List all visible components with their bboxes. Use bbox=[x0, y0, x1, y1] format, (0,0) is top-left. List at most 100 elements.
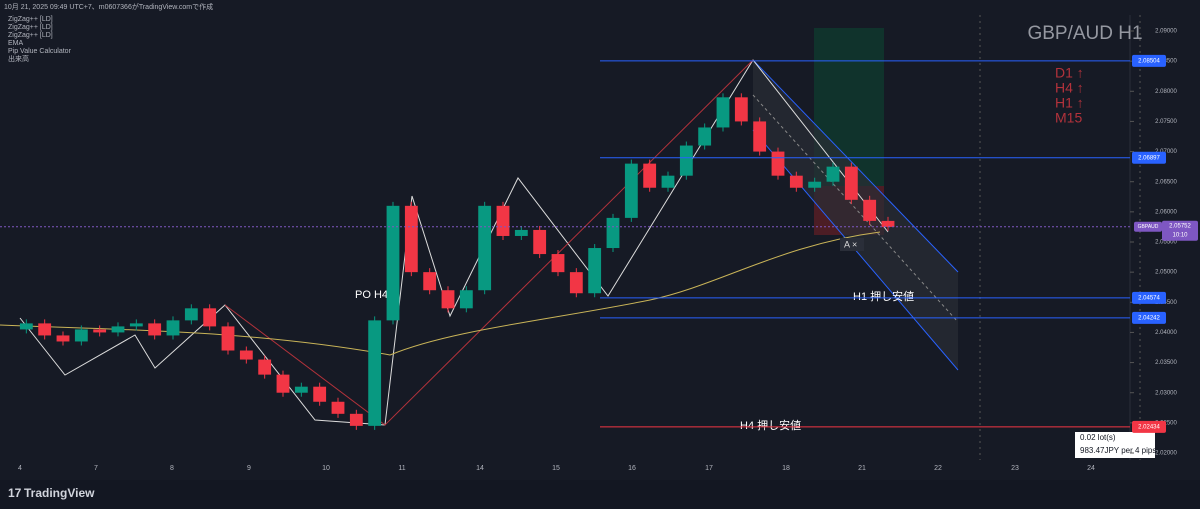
candle bbox=[404, 205, 418, 273]
date-label: 7 bbox=[94, 465, 98, 472]
price-label: 2.06500 bbox=[1155, 179, 1177, 185]
candle bbox=[643, 163, 657, 188]
candle bbox=[514, 229, 528, 236]
candle bbox=[881, 220, 895, 227]
date-label: 9 bbox=[247, 465, 251, 472]
candle bbox=[93, 329, 107, 333]
candle bbox=[111, 326, 125, 333]
date-label: 23 bbox=[1011, 465, 1019, 472]
price-label: 2.07000 bbox=[1155, 149, 1177, 155]
price-tag-label: 2.08504 bbox=[1138, 58, 1160, 64]
price-tag bbox=[1132, 420, 1166, 433]
candle bbox=[239, 350, 253, 360]
annotation: H1 押し安値 bbox=[853, 289, 914, 303]
date-label: 8 bbox=[170, 465, 174, 472]
price-label: 2.04000 bbox=[1155, 330, 1177, 336]
price-tag bbox=[1132, 151, 1166, 164]
date-label: 24 bbox=[1087, 465, 1095, 472]
candle bbox=[386, 205, 400, 321]
candle bbox=[533, 229, 547, 255]
candle bbox=[496, 205, 510, 236]
pip-value: 983.47JPY per 4 pips bbox=[1080, 446, 1156, 455]
current-price-label: 2.05752 bbox=[1169, 223, 1191, 229]
trend: H1 ↑ bbox=[1055, 95, 1084, 111]
candle bbox=[808, 181, 822, 188]
candle bbox=[74, 329, 88, 342]
price-tag bbox=[1132, 291, 1166, 304]
price-label: 2.02000 bbox=[1155, 451, 1177, 457]
candle bbox=[19, 323, 33, 330]
candle bbox=[331, 401, 345, 414]
trend: D1 ↑ bbox=[1055, 65, 1084, 81]
channel-line bbox=[752, 59, 959, 273]
candle bbox=[184, 308, 198, 321]
candle bbox=[844, 166, 858, 200]
date-label: 14 bbox=[476, 465, 484, 472]
symbol-tag-label: GBPAUD bbox=[1138, 224, 1159, 230]
candle bbox=[826, 166, 840, 182]
candle bbox=[863, 199, 877, 221]
trend: M15 bbox=[1055, 110, 1082, 126]
candle bbox=[606, 217, 620, 249]
candle bbox=[624, 163, 638, 218]
alert[interactable]: A × bbox=[844, 239, 857, 249]
symbol-title: GBP/AUD H1 bbox=[1027, 23, 1142, 44]
candle bbox=[148, 323, 162, 336]
indicator: Pip Value Calculator bbox=[8, 48, 72, 55]
price-label: 2.03500 bbox=[1155, 360, 1177, 366]
candle bbox=[789, 175, 803, 188]
candle bbox=[349, 413, 363, 426]
symbol-tag bbox=[1134, 221, 1162, 232]
caption: 10月 21, 2025 09:49 UTC+7、m0607366がTradin… bbox=[4, 2, 213, 11]
date-label: 10 bbox=[322, 465, 330, 472]
annotation: PO H4 ↑ bbox=[355, 289, 397, 301]
candle bbox=[698, 127, 712, 146]
indicator: EMA bbox=[8, 40, 24, 47]
candle bbox=[38, 323, 52, 336]
pip-box bbox=[1075, 432, 1155, 458]
candle bbox=[569, 272, 583, 294]
indicator: ZigZag++ [LD] bbox=[8, 16, 53, 23]
date-label: 18 bbox=[782, 465, 790, 472]
price-tag-label: 2.02434 bbox=[1138, 424, 1160, 430]
candle bbox=[294, 386, 308, 393]
indicator: ZigZag++ [LD] bbox=[8, 32, 53, 39]
price-tag bbox=[1162, 220, 1198, 241]
brand-logo: 17 bbox=[8, 486, 22, 500]
indicator: ZigZag++ [LD] bbox=[8, 24, 53, 31]
pip-lots: 0.02 lot(s) bbox=[1080, 433, 1116, 442]
ema bbox=[0, 231, 881, 356]
candle bbox=[771, 151, 785, 176]
candle bbox=[679, 145, 693, 176]
alert-box bbox=[840, 238, 864, 251]
candle bbox=[313, 386, 327, 402]
price-label: 2.03000 bbox=[1155, 390, 1177, 396]
candle bbox=[423, 272, 437, 291]
candle bbox=[203, 308, 217, 327]
channel-mid bbox=[752, 94, 959, 323]
candle bbox=[221, 326, 235, 351]
candle bbox=[588, 248, 602, 294]
price-label: 2.02500 bbox=[1155, 420, 1177, 426]
price-tag bbox=[1132, 54, 1166, 67]
price-tag-label: 2.04242 bbox=[1138, 315, 1160, 321]
price-label: 2.05500 bbox=[1155, 240, 1177, 246]
candle bbox=[166, 320, 180, 336]
date-label: 11 bbox=[398, 465, 405, 472]
candle bbox=[478, 205, 492, 291]
price-label: 2.08000 bbox=[1155, 89, 1177, 95]
candle bbox=[368, 320, 382, 426]
price-tag bbox=[1132, 311, 1166, 324]
footer-bar bbox=[0, 480, 1200, 509]
brand[interactable]: TradingView bbox=[24, 486, 95, 500]
candle bbox=[734, 97, 748, 122]
indicator: 出来高 bbox=[8, 54, 29, 63]
annotation: H4 押し安値 bbox=[740, 418, 801, 432]
date-label: 17 bbox=[705, 465, 713, 472]
candle bbox=[459, 290, 473, 309]
date-label: 4 bbox=[18, 465, 22, 472]
channel bbox=[753, 60, 958, 370]
candle bbox=[129, 323, 143, 327]
